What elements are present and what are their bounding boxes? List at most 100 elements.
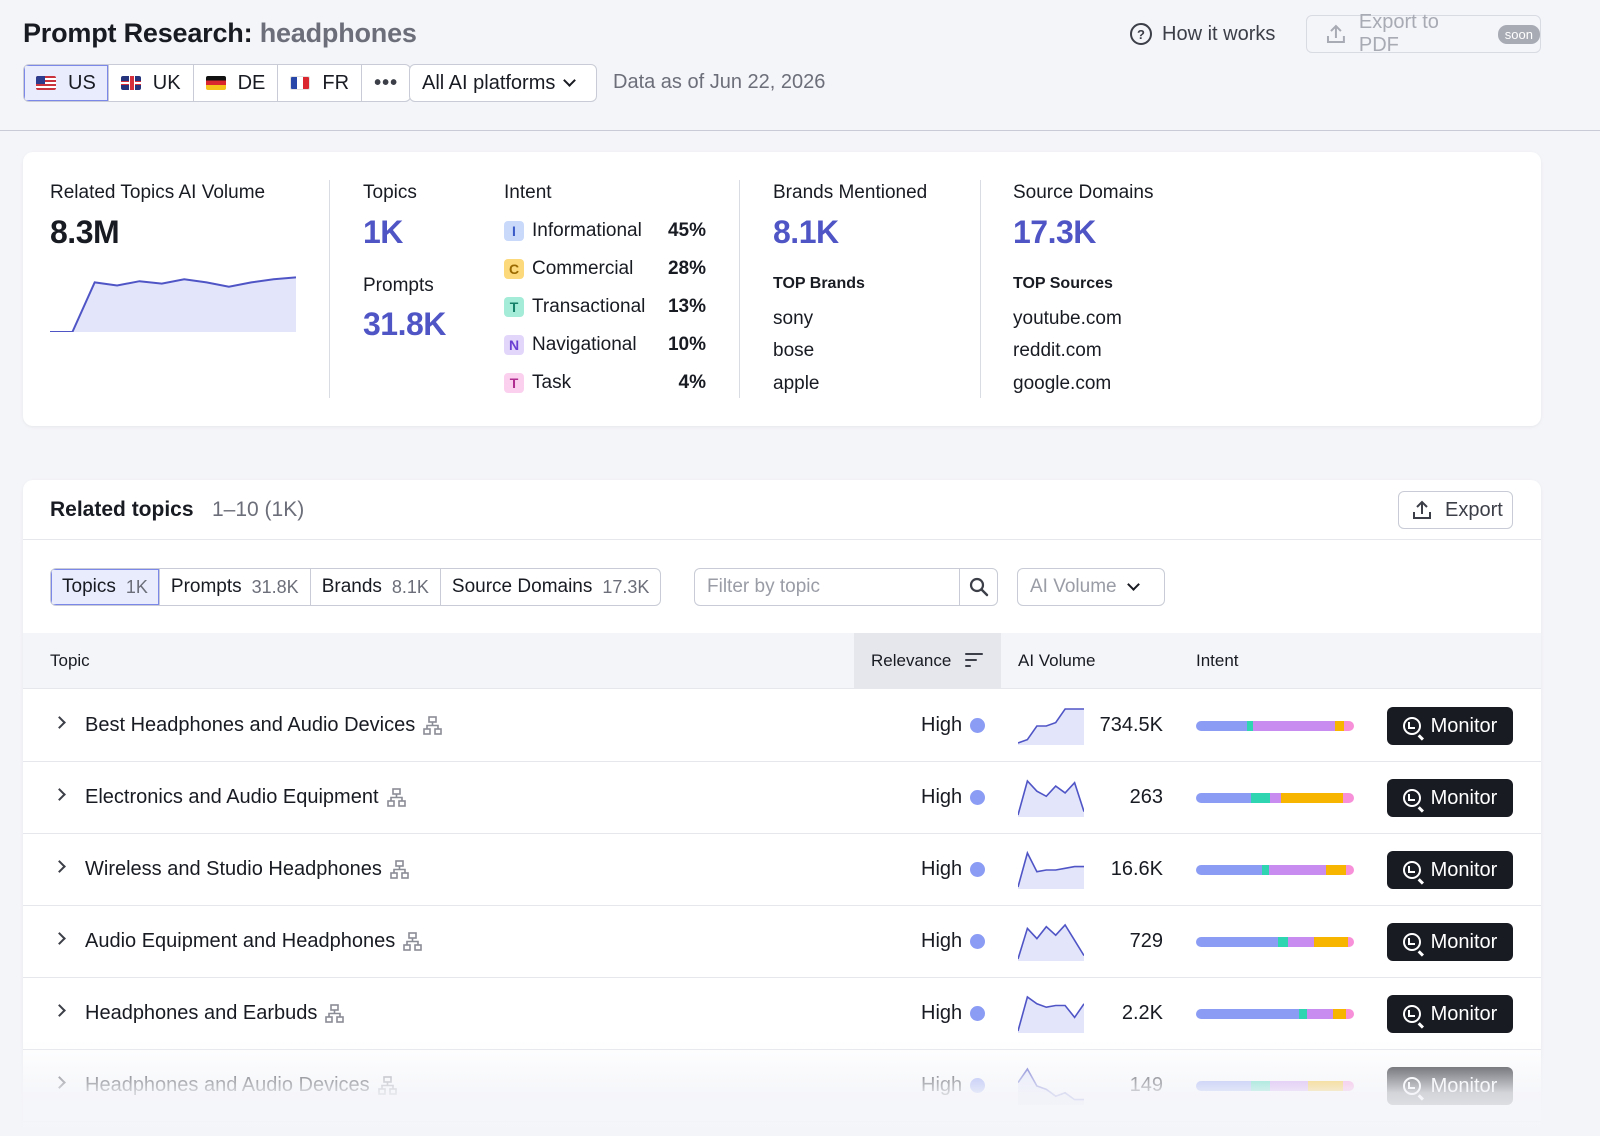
topic-cell: Audio Equipment and Headphones (85, 930, 423, 953)
country-code: FR (322, 71, 350, 94)
intent-row: T Transactional 13% (504, 296, 706, 318)
relevance-cell: High (921, 1074, 986, 1097)
relevance-dot (970, 1078, 986, 1093)
brands-value[interactable]: 8.1K (773, 214, 839, 250)
expand-chevron-icon[interactable] (53, 1076, 66, 1089)
related-topics-card: Related topics 1–10 (1K) Export Topics 1… (23, 480, 1541, 1136)
expand-chevron-icon[interactable] (53, 932, 66, 945)
topic-tree-icon[interactable] (386, 788, 406, 807)
monitor-button[interactable]: Monitor (1387, 779, 1513, 817)
intent-percent: 45% (667, 220, 706, 241)
divider (980, 180, 981, 398)
column-ai-volume[interactable]: AI Volume (1018, 651, 1096, 670)
country-de[interactable]: DE (194, 65, 279, 101)
prompts-value[interactable]: 31.8K (363, 306, 446, 342)
topic-tree-icon[interactable] (377, 1076, 397, 1095)
monitor-button[interactable]: Monitor (1387, 707, 1513, 745)
country-uk[interactable]: UK (109, 65, 194, 101)
monitor-icon (1402, 717, 1421, 735)
column-topic[interactable]: Topic (50, 651, 90, 670)
trend-area (50, 277, 296, 332)
topic-tree-icon[interactable] (390, 860, 409, 879)
export-button[interactable]: Export (1398, 491, 1513, 529)
intent-bar (1196, 793, 1354, 803)
topic-cell: Electronics and Audio Equipment (85, 786, 406, 809)
intent-name: Commercial (532, 258, 634, 279)
export-pdf-button[interactable]: Export to PDF soon (1306, 11, 1541, 56)
relevance-value: High (921, 714, 963, 736)
intent-bar-segment (1196, 937, 1279, 947)
top-brand-item: bose (773, 340, 815, 361)
topics-label: Topics (363, 182, 417, 203)
expand-chevron-icon[interactable] (53, 716, 66, 729)
column-relevance-label: Relevance (871, 651, 952, 670)
tab-source-domains[interactable]: Source Domains 17.3K (441, 569, 660, 605)
soon-badge: soon (1497, 24, 1540, 44)
country-code: DE (237, 71, 266, 94)
title-prefix: Prompt Research: (23, 18, 253, 48)
table-row: Wireless and Studio Headphones High 16.6K M… (23, 834, 1541, 906)
platform-select[interactable]: All AI platforms (409, 64, 597, 102)
view-tabs: Topics 1K Prompts 31.8K Brands 8.1K Sour… (50, 568, 662, 606)
more-countries-button[interactable]: ••• (362, 65, 410, 101)
tab-label: Topics (62, 576, 116, 597)
expand-chevron-icon[interactable] (53, 788, 66, 801)
country-code: US (68, 71, 96, 94)
ai-volume-select[interactable]: AI Volume (1017, 568, 1165, 606)
country-selector: US UK DE FR ••• (23, 64, 412, 102)
intent-label: Intent (504, 182, 552, 203)
tab-count: 31.8K (251, 576, 299, 597)
country-code: UK (152, 71, 181, 94)
topic-name[interactable]: Audio Equipment and Headphones (85, 930, 396, 952)
topic-name[interactable]: Best Headphones and Audio Devices (85, 714, 416, 736)
tab-brands[interactable]: Brands 8.1K (311, 569, 441, 605)
column-relevance[interactable]: Relevance (854, 633, 1001, 689)
sources-value[interactable]: 17.3K (1013, 214, 1096, 250)
tab-topics[interactable]: Topics 1K (51, 569, 160, 605)
intent-bar-segment (1335, 721, 1345, 731)
topic-tree-icon[interactable] (403, 932, 423, 951)
topic-tree-icon[interactable] (325, 1004, 345, 1023)
monitor-label: Monitor (1430, 1074, 1498, 1097)
country-us[interactable]: US (24, 65, 109, 101)
topics-value[interactable]: 1K (363, 214, 403, 250)
intent-row: T Task 4% (504, 372, 706, 394)
monitor-button[interactable]: Monitor (1387, 851, 1513, 889)
intent-bar (1196, 937, 1354, 947)
intent-name: Transactional (532, 296, 646, 317)
expand-chevron-icon[interactable] (53, 860, 66, 873)
country-fr[interactable]: FR (278, 65, 363, 101)
monitor-button[interactable]: Monitor (1387, 923, 1513, 961)
intent-bar-segment (1196, 1009, 1299, 1019)
intent-bar (1196, 1081, 1354, 1091)
filter-topic-input[interactable]: Filter by topic (707, 576, 820, 597)
more-icon: ••• (374, 71, 399, 94)
how-it-works-label: How it works (1162, 22, 1276, 45)
divider (739, 180, 740, 398)
column-intent[interactable]: Intent (1196, 651, 1239, 670)
topic-cell: Headphones and Earbuds (85, 1002, 345, 1025)
topic-name[interactable]: Headphones and Earbuds (85, 1002, 318, 1024)
topic-name[interactable]: Wireless and Studio Headphones (85, 858, 382, 880)
monitor-button[interactable]: Monitor (1387, 1067, 1513, 1105)
topic-name[interactable]: Electronics and Audio Equipment (85, 786, 379, 808)
monitor-button[interactable]: Monitor (1387, 995, 1513, 1033)
intent-bar-segment (1342, 1081, 1354, 1091)
expand-chevron-icon[interactable] (53, 1004, 66, 1017)
intent-bar-segment (1268, 865, 1326, 875)
topic-cell: Wireless and Studio Headphones (85, 858, 409, 881)
intent-bar-segment (1252, 721, 1336, 731)
topic-tree-icon[interactable] (423, 716, 443, 735)
intent-bar-segment (1306, 1009, 1334, 1019)
intent-bar-segment (1281, 793, 1343, 803)
topic-cell: Headphones and Audio Devices (85, 1074, 397, 1097)
search-button[interactable] (959, 569, 997, 605)
sources-label: Source Domains (1013, 182, 1154, 203)
tab-prompts[interactable]: Prompts 31.8K (160, 569, 311, 605)
relevance-value: High (921, 858, 963, 880)
table-row: Headphones and Earbuds High 2.2K Monitor (23, 978, 1541, 1050)
how-it-works-link[interactable]: ? How it works (1130, 20, 1275, 48)
ai-volume-value: 729 (1129, 930, 1163, 952)
topic-name[interactable]: Headphones and Audio Devices (85, 1074, 370, 1096)
ai-volume-select-value: AI Volume (1030, 576, 1117, 597)
